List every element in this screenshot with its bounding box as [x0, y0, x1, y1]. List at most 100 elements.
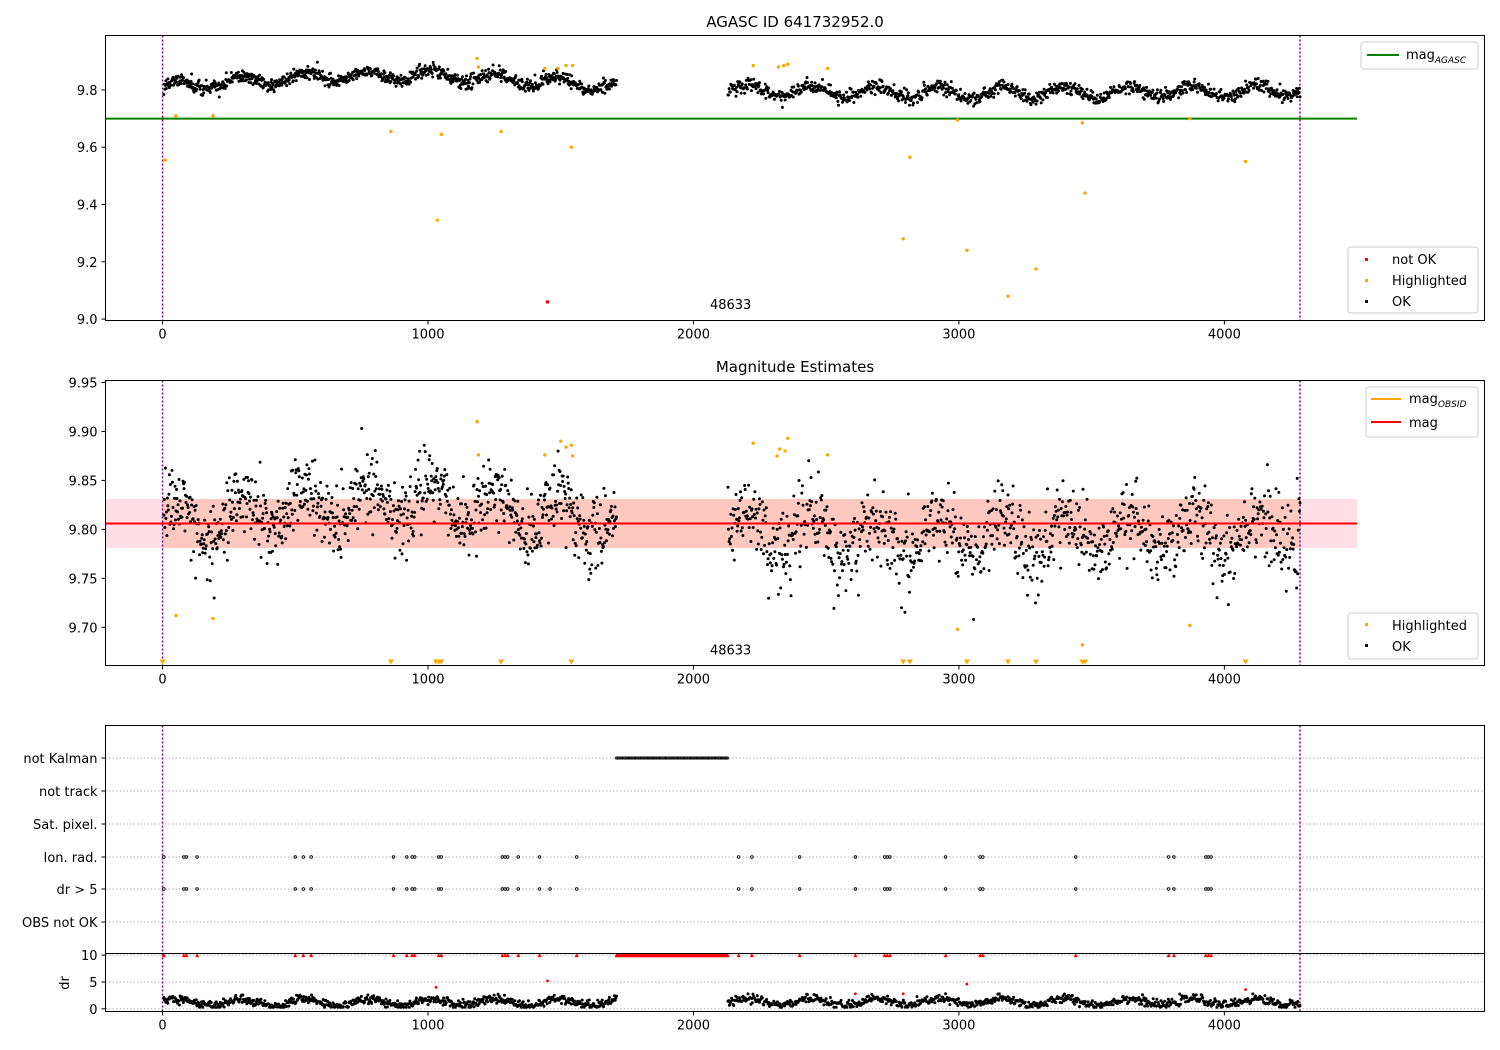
ok-point	[1064, 505, 1068, 508]
ok-point	[1035, 550, 1039, 554]
ok-point	[1117, 524, 1120, 528]
ok-point	[185, 996, 189, 1000]
ok-point	[1131, 90, 1135, 94]
ok-point	[262, 77, 266, 81]
ok-point	[438, 502, 442, 506]
ok-point	[1115, 514, 1119, 518]
ok-point	[1050, 544, 1054, 548]
ok-point	[865, 539, 869, 543]
ok-point	[778, 1002, 781, 1006]
ok-point	[565, 72, 569, 76]
highlighted-point	[475, 56, 479, 61]
ok-point	[191, 82, 195, 86]
ok-point	[430, 462, 434, 465]
ok-point	[802, 88, 806, 91]
ok-point	[1202, 546, 1206, 550]
ok-point	[1218, 563, 1222, 567]
ok-point	[359, 484, 363, 488]
ok-point	[1098, 100, 1102, 104]
highlighted-point	[1243, 159, 1248, 164]
ok-point	[201, 1005, 205, 1009]
ok-point	[1198, 86, 1202, 90]
ok-point	[851, 541, 855, 545]
ok-point	[728, 542, 732, 546]
ok-point	[547, 541, 550, 545]
ok-point	[1254, 77, 1258, 81]
ok-point	[1272, 89, 1276, 93]
ok-point	[1082, 533, 1086, 537]
ok-point	[376, 70, 380, 74]
ok-point	[756, 529, 760, 533]
ok-point	[544, 72, 548, 76]
ok-point	[501, 68, 505, 72]
panel1-title: AGASC ID 641732952.0	[706, 13, 884, 31]
ok-point	[355, 77, 359, 81]
ok-point	[241, 76, 245, 80]
ok-point	[271, 549, 275, 553]
ok-point	[1222, 572, 1226, 576]
ok-point	[1158, 542, 1162, 545]
ok-point	[1017, 89, 1021, 93]
ok-point	[192, 550, 196, 554]
ok-point	[1288, 547, 1292, 551]
ok-point	[743, 91, 747, 95]
ok-point	[391, 518, 394, 521]
ok-point	[401, 542, 405, 546]
ok-point	[824, 997, 828, 1001]
ok-point	[894, 94, 898, 98]
ok-point	[853, 517, 856, 520]
ok-point	[219, 1004, 223, 1008]
ok-point	[845, 100, 849, 104]
ok-point	[1210, 563, 1214, 567]
ok-point	[1225, 531, 1229, 535]
ok-point	[963, 92, 967, 95]
ok-point	[333, 524, 337, 528]
ok-point	[203, 551, 207, 555]
ok-point	[420, 76, 424, 80]
ok-point	[286, 516, 290, 520]
ok-point	[460, 75, 464, 79]
ok-point	[755, 547, 759, 551]
ok-point	[294, 79, 298, 83]
ok-point	[604, 539, 608, 543]
ok-point	[576, 83, 580, 87]
ok-point	[1099, 537, 1103, 541]
ok-point	[888, 566, 892, 570]
ok-point	[456, 497, 460, 500]
ok-point	[783, 553, 787, 556]
ok-point	[213, 518, 217, 522]
ok-point	[1050, 524, 1053, 528]
ok-point	[247, 492, 251, 496]
ok-point	[314, 489, 318, 493]
ok-point	[1124, 92, 1128, 96]
ok-point	[822, 89, 826, 92]
ok-point	[292, 67, 296, 71]
ok-point	[341, 487, 345, 491]
ok-point	[1048, 82, 1052, 86]
ok-point	[794, 1003, 798, 1006]
ok-point	[1043, 555, 1047, 559]
ok-point	[1150, 576, 1154, 580]
legend2-ok-label: OK	[1392, 640, 1411, 655]
ok-point	[1185, 91, 1189, 94]
ok-point	[761, 518, 765, 522]
ok-point	[862, 505, 866, 509]
ok-point	[396, 508, 400, 512]
ok-point	[358, 498, 362, 502]
ok-point	[263, 502, 267, 505]
ok-point	[1226, 97, 1230, 101]
ok-point	[791, 95, 795, 99]
ok-point	[953, 515, 957, 519]
ok-point	[1018, 504, 1022, 507]
ok-point	[730, 526, 734, 530]
ok-point	[772, 97, 776, 101]
ok-point	[566, 481, 570, 485]
ok-point	[822, 1003, 826, 1007]
ok-point	[486, 507, 490, 511]
flag-point	[981, 887, 985, 891]
ok-point	[989, 94, 993, 98]
ok-point	[611, 534, 614, 538]
ok-point	[313, 458, 317, 462]
highlighted-point	[439, 132, 443, 137]
ok-point	[1285, 548, 1289, 552]
